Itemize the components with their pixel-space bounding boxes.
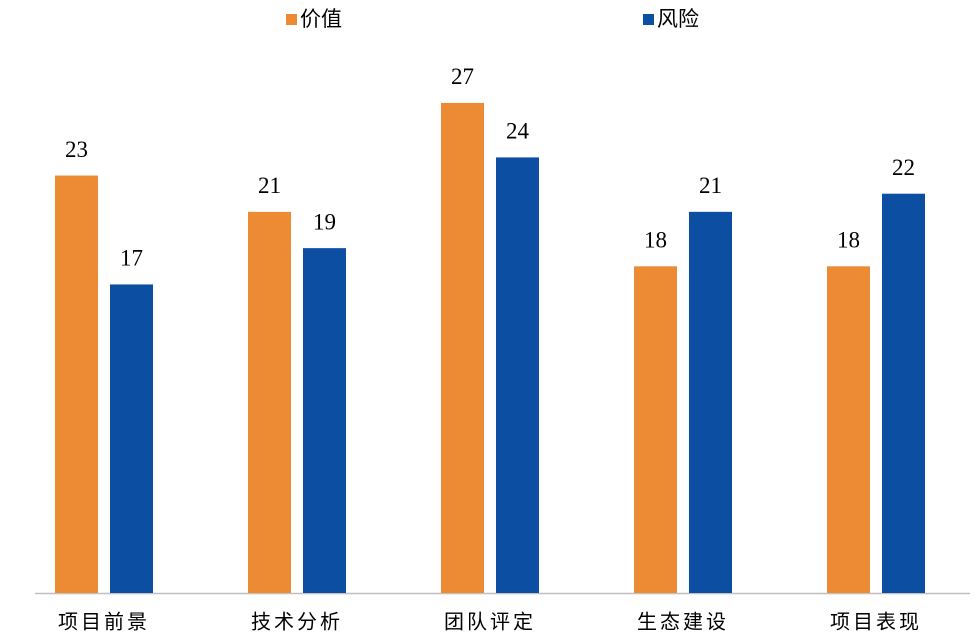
bar (882, 193, 925, 593)
data-label: 18 (644, 228, 667, 253)
bar (248, 211, 291, 593)
data-label: 18 (837, 228, 860, 253)
bar (689, 211, 732, 593)
legend-label: 价值 (300, 7, 342, 31)
data-label: 23 (65, 137, 88, 162)
x-tick-label: 技术分析 (251, 610, 343, 634)
data-label: 17 (120, 246, 143, 271)
bar (634, 266, 677, 593)
x-tick-label: 团队评定 (444, 610, 536, 634)
bar (827, 266, 870, 593)
bar (303, 248, 346, 593)
data-label: 22 (892, 155, 915, 180)
x-tick-label: 项目前景 (58, 610, 150, 634)
legend-swatch (286, 14, 297, 25)
legend-label: 风险 (657, 7, 699, 31)
bar (55, 175, 98, 594)
data-label: 21 (699, 173, 722, 198)
data-label: 19 (313, 209, 336, 234)
legend-swatch (643, 14, 654, 25)
bar (110, 284, 153, 593)
bar (441, 102, 484, 593)
data-label: 21 (258, 173, 281, 198)
bar (496, 157, 539, 593)
x-tick-label: 项目表现 (830, 610, 922, 634)
data-label: 24 (506, 119, 530, 144)
x-tick-label: 生态建设 (637, 610, 729, 634)
data-label: 27 (451, 64, 474, 89)
